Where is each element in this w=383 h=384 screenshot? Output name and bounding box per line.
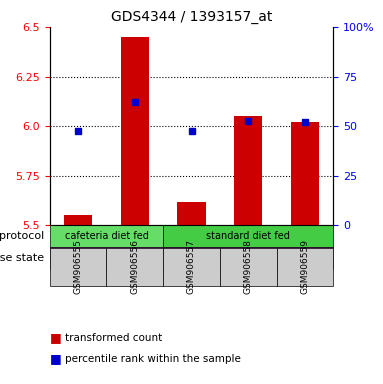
Text: GSM906558: GSM906558 bbox=[244, 239, 253, 295]
FancyBboxPatch shape bbox=[277, 248, 333, 286]
Bar bbox=[177, 202, 206, 225]
Text: protocol: protocol bbox=[0, 231, 44, 241]
Text: ■: ■ bbox=[50, 353, 62, 366]
Text: cafeteria diet fed: cafeteria diet fed bbox=[65, 231, 148, 241]
Text: disease state: disease state bbox=[0, 253, 44, 263]
Text: percentile rank within the sample: percentile rank within the sample bbox=[65, 354, 241, 364]
FancyBboxPatch shape bbox=[106, 248, 163, 286]
FancyBboxPatch shape bbox=[163, 225, 333, 247]
Text: GSM906555: GSM906555 bbox=[74, 239, 83, 295]
FancyBboxPatch shape bbox=[50, 225, 163, 247]
FancyBboxPatch shape bbox=[220, 248, 277, 286]
Text: GSM906556: GSM906556 bbox=[130, 239, 139, 295]
Text: ■: ■ bbox=[50, 331, 62, 344]
FancyBboxPatch shape bbox=[50, 247, 163, 269]
Bar bbox=[64, 215, 92, 225]
FancyBboxPatch shape bbox=[163, 247, 333, 269]
Bar bbox=[234, 116, 262, 225]
Text: obese: obese bbox=[92, 253, 121, 263]
Text: GSM906559: GSM906559 bbox=[300, 239, 309, 295]
Title: GDS4344 / 1393157_at: GDS4344 / 1393157_at bbox=[111, 10, 272, 25]
FancyBboxPatch shape bbox=[163, 248, 220, 286]
Text: lean: lean bbox=[238, 253, 259, 263]
Text: GSM906557: GSM906557 bbox=[187, 239, 196, 295]
FancyBboxPatch shape bbox=[50, 248, 106, 286]
Text: transformed count: transformed count bbox=[65, 333, 162, 343]
Text: standard diet fed: standard diet fed bbox=[206, 231, 290, 241]
Bar bbox=[291, 122, 319, 225]
Bar bbox=[121, 37, 149, 225]
